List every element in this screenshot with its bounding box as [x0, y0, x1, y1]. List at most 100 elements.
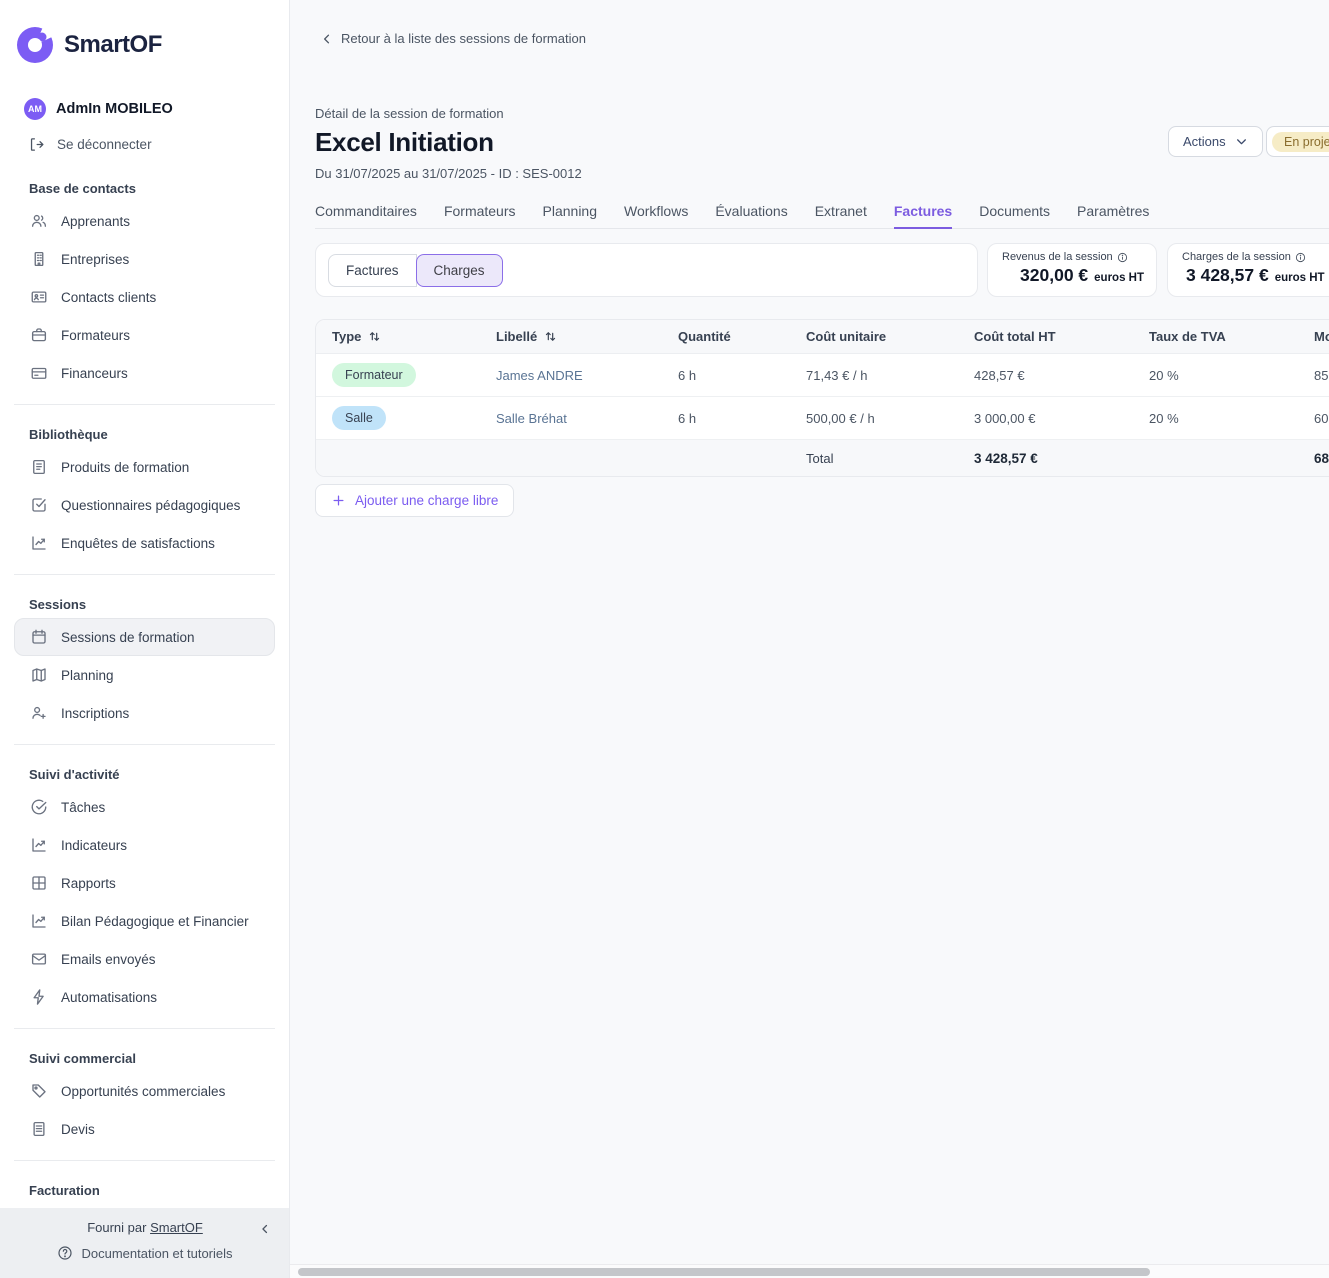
logout-label: Se déconnecter — [57, 137, 152, 152]
stat-unit: euros HT — [1094, 272, 1144, 284]
sidebar-item-indicateurs[interactable]: Indicateurs — [14, 826, 275, 864]
sidebar-item-financeurs[interactable]: Financeurs — [14, 354, 275, 392]
info-icon[interactable] — [1117, 252, 1128, 263]
sidebar-item-label: Emails envoyés — [61, 951, 156, 967]
sidebar-item-opportunites-commerciales[interactable]: Opportunités commerciales — [14, 1072, 275, 1110]
sidebar-item-questionnaires-pedagogiques[interactable]: Questionnaires pédagogiques — [14, 486, 275, 524]
sidebar-item-contacts-clients[interactable]: Contacts clients — [14, 278, 275, 316]
scrollbar-thumb[interactable] — [298, 1268, 1150, 1276]
smartof-footer-link[interactable]: SmartOF — [150, 1220, 203, 1235]
nav-section-base-de-contacts: Base de contacts Apprenants Entreprises … — [0, 167, 289, 396]
tab-evaluations[interactable]: Évaluations — [715, 203, 788, 219]
nav-section-title: Suivi d'activité — [29, 767, 120, 782]
stat-value: 3 428,57 € — [1186, 265, 1269, 285]
nav-section-sessions: Sessions Sessions de formation Planning … — [0, 583, 289, 736]
provided-by-text: Fourni par — [87, 1220, 147, 1235]
sidebar-item-enquetes-de-satisfactions[interactable]: Enquêtes de satisfactions — [14, 524, 275, 562]
user-plus-icon — [30, 704, 48, 722]
type-badge: Salle — [332, 406, 386, 430]
calendar-icon — [30, 628, 48, 646]
sidebar-item-label: Apprenants — [61, 213, 131, 229]
sidebar-item-entreprises[interactable]: Entreprises — [14, 240, 275, 278]
sidebar-item-label: Bilan Pédagogique et Financier — [61, 913, 249, 929]
column-header-type[interactable]: Type — [316, 329, 480, 344]
map-icon — [30, 666, 48, 684]
collapse-sidebar-button[interactable] — [258, 1222, 272, 1236]
nav-section-title: Sessions — [29, 597, 87, 612]
sidebar-item-label: Sessions de formation — [61, 629, 195, 645]
sidebar-item-label: Formateurs — [61, 327, 131, 343]
status-badge: En projet — [1272, 131, 1329, 152]
actions-button[interactable]: Actions — [1168, 126, 1263, 157]
stat-card-charges: Charges de la session 3 428,57 € euros H… — [1167, 243, 1329, 297]
total-label: Total — [806, 450, 834, 466]
sidebar-item-rapports[interactable]: Rapports — [14, 864, 275, 902]
stat-unit: euros HT — [1274, 272, 1325, 284]
tab-workflows[interactable]: Workflows — [624, 203, 689, 219]
sidebar-item-automatisations[interactable]: Automatisations — [14, 978, 275, 1016]
sidebar-item-taches[interactable]: Tâches — [14, 788, 275, 826]
logout-button[interactable]: Se déconnecter — [28, 136, 289, 153]
sidebar-item-inscriptions[interactable]: Inscriptions — [14, 694, 275, 732]
sidebar-item-label: Planning — [61, 667, 114, 683]
toggle-charges-button[interactable]: Charges — [415, 253, 503, 287]
back-link-label: Retour à la liste des sessions de format… — [341, 31, 586, 46]
tab-bar: Commanditaires Formateurs Planning Workf… — [315, 203, 1329, 229]
credit-card-icon — [30, 364, 48, 382]
documentation-link[interactable]: Documentation et tutoriels — [0, 1245, 289, 1261]
view-toggle-card: Factures Charges — [315, 243, 978, 297]
charge-label-link[interactable]: James ANDRE — [496, 367, 583, 383]
tag-icon — [30, 1082, 48, 1100]
tab-formateurs[interactable]: Formateurs — [443, 203, 516, 219]
add-free-charge-button[interactable]: Ajouter une charge libre — [315, 484, 515, 517]
actions-label: Actions — [1183, 134, 1226, 149]
tab-parametres[interactable]: Paramètres — [1077, 203, 1150, 219]
help-circle-icon — [57, 1245, 73, 1261]
chevron-left-icon — [320, 32, 334, 46]
sidebar-footer: Fourni par SmartOF Documentation et tuto… — [0, 1208, 289, 1278]
column-header-libelle[interactable]: Libellé — [480, 329, 662, 344]
brand-name: SmartOF — [64, 31, 162, 58]
status-dropdown[interactable]: En projet — [1266, 126, 1329, 157]
sidebar-item-planning[interactable]: Planning — [14, 656, 275, 694]
factures-charges-toggle: Factures Charges — [328, 253, 503, 287]
stat-label: Charges de la session — [1182, 251, 1291, 263]
sort-icon[interactable] — [367, 329, 382, 344]
nav-section-title: Base de contacts — [29, 181, 136, 196]
toggle-factures-button[interactable]: Factures — [328, 253, 417, 287]
tab-planning[interactable]: Planning — [542, 203, 598, 219]
user-info: AM AdmIn MOBILEO — [24, 98, 289, 120]
sidebar-item-produits-de-formation[interactable]: Produits de formation — [14, 448, 275, 486]
sidebar-nav: Base de contacts Apprenants Entreprises … — [0, 167, 289, 1278]
table-total-row: Total 3 428,57 € 685,71 € — [316, 440, 1329, 476]
nav-section-title: Suivi commercial — [29, 1051, 136, 1066]
horizontal-scrollbar[interactable] — [290, 1264, 1329, 1278]
sidebar-item-apprenants[interactable]: Apprenants — [14, 202, 275, 240]
sidebar-item-label: Rapports — [61, 875, 116, 891]
sidebar-item-emails-envoyes[interactable]: Emails envoyés — [14, 940, 275, 978]
page-subtitle: Du 31/07/2025 au 31/07/2025 - ID : SES-0… — [315, 166, 582, 181]
documentation-label: Documentation et tutoriels — [81, 1245, 233, 1261]
divider — [14, 574, 275, 575]
sidebar-item-formateurs[interactable]: Formateurs — [14, 316, 275, 354]
charge-label-link[interactable]: Salle Bréhat — [496, 410, 567, 426]
context-label: Détail de la session de formation — [315, 106, 504, 121]
info-icon[interactable] — [1295, 252, 1306, 263]
tab-documents[interactable]: Documents — [979, 203, 1051, 219]
table-header-row: Type Libellé Quantité Coût unitaire Coût… — [316, 320, 1329, 354]
tab-factures[interactable]: Factures — [893, 203, 953, 229]
tab-commanditaires[interactable]: Commanditaires — [315, 203, 417, 219]
column-header-montant-tva: Montant TVA — [1314, 329, 1329, 344]
sidebar-item-label: Questionnaires pédagogiques — [61, 497, 241, 513]
back-link[interactable]: Retour à la liste des sessions de format… — [320, 31, 586, 46]
nav-section-bibliotheque: Bibliothèque Produits de formation Quest… — [0, 413, 289, 566]
sidebar-item-sessions-de-formation[interactable]: Sessions de formation — [14, 618, 275, 656]
sidebar-item-devis[interactable]: Devis — [14, 1110, 275, 1148]
divider — [14, 404, 275, 405]
sort-icon[interactable] — [543, 329, 558, 344]
nav-section-title: Bibliothèque — [29, 427, 108, 442]
sidebar-item-bilan-pedagogique-et-financier[interactable]: Bilan Pédagogique et Financier — [14, 902, 275, 940]
column-header-cout-total-ht: Coût total HT — [974, 329, 1056, 344]
tab-extranet[interactable]: Extranet — [814, 203, 867, 219]
grid-icon — [30, 874, 48, 892]
